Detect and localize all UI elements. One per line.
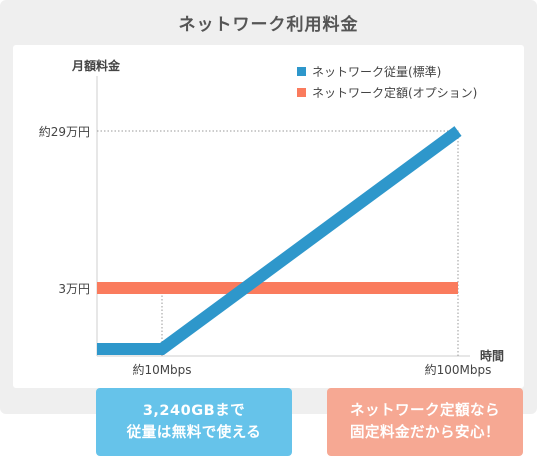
- callout-usage-free: 3,240GBまで 従量は無料で使える: [96, 388, 292, 456]
- y-axis-label: 月額料金: [71, 58, 121, 73]
- legend-swatch: [297, 88, 306, 97]
- legend-swatch: [297, 67, 306, 76]
- chart-title: ネットワーク利用料金: [178, 15, 359, 35]
- callout-right-line1: ネットワーク定額なら: [350, 403, 500, 419]
- legend: ネットワーク従量(標準) ネットワーク定額(オプション): [297, 64, 477, 100]
- guide-upper: [97, 130, 459, 356]
- callout-right-line2: 固定料金だから安心！: [350, 425, 500, 441]
- y-tick-label: 約29万円: [39, 124, 90, 139]
- x-tick-label: 約100Mbps: [425, 362, 492, 377]
- legend-label: ネットワーク従量(標準): [312, 64, 441, 79]
- chart-panel: [13, 45, 524, 388]
- x-axis-label: 時間: [480, 348, 504, 363]
- callout-flat-rate: ネットワーク定額なら 固定料金だから安心！: [327, 388, 523, 456]
- y-tick-label: 3万円: [58, 282, 90, 296]
- callout-left-line2: 従量は無料で使える: [126, 425, 262, 441]
- x-tick-label: 約10Mbps: [132, 362, 191, 377]
- legend-label: ネットワーク定額(オプション): [312, 85, 477, 100]
- callout-left-line1: 3,240GBまで: [142, 403, 246, 419]
- series-line-usage: [97, 126, 462, 355]
